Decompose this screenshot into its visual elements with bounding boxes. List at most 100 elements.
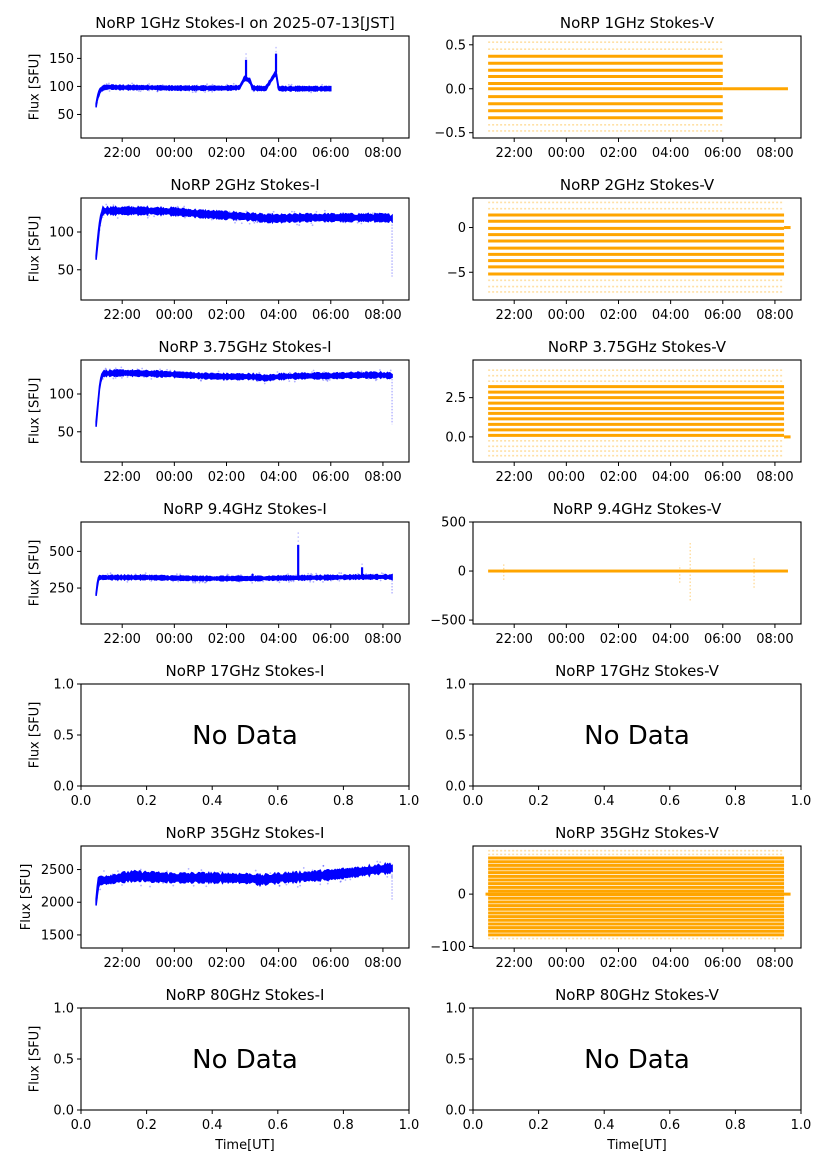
data-point [309,580,312,583]
data-point [198,86,201,88]
data-point [256,220,259,223]
data-point [141,577,143,580]
x-tick-label: 00:00 [548,632,585,647]
data-point [211,578,214,581]
data-point [258,371,261,374]
data-point [347,216,349,219]
data-point [276,219,279,221]
data-point [206,377,209,380]
data-point [379,861,382,864]
data-point [251,581,254,584]
data-point [210,218,213,221]
data-point [213,85,216,88]
x-tick-label: 00:00 [156,956,193,971]
data-point [258,84,261,87]
panel-title: NoRP 9.4GHz Stokes-I [163,500,327,518]
x-tick-label: 0.6 [267,794,288,809]
data-point [96,896,99,899]
data-point [391,875,393,878]
data-point [328,378,331,381]
data-point [143,376,145,378]
data-point [203,581,206,584]
data-point [233,213,236,216]
data-point [344,218,347,220]
data-point [105,203,108,206]
data-point [377,218,380,221]
data-point [139,868,142,871]
data-point [262,580,264,583]
data-point [311,573,314,576]
data-point [357,572,359,575]
data-point [115,85,117,88]
x-tick-label: 22:00 [495,146,532,161]
data-point [208,578,211,581]
data-point [304,578,307,581]
data-point [170,209,173,212]
panel-title: NoRP 80GHz Stokes-I [166,986,325,1004]
data-point [296,885,299,888]
panel-35ghz-i: NoRP 35GHz Stokes-I 22:00 00:00 02:00 04:00 0… [19,824,410,971]
y-axis-label: Flux [SFU] [27,378,42,445]
x-tick-label: 22:00 [495,632,532,647]
y-tick-label: −500 [430,614,466,629]
data-point [310,91,313,94]
data-point [108,82,110,85]
data-point [351,372,354,375]
x-tick-label: 0.0 [71,794,92,809]
data-point [131,82,134,85]
y-axis-label: Flux [SFU] [27,216,42,283]
data-point [189,877,192,880]
data-point [293,211,296,213]
data-point [169,370,172,373]
data-point [141,367,144,370]
no-data-label: No Data [584,1045,690,1075]
panel-title: NoRP 2GHz Stokes-I [170,176,319,194]
data-point [116,87,119,90]
panel-80ghz-i: No Data NoRP 80GHz Stokes-I 0.0 0.2 0.4 0.6 0.… [27,986,419,1153]
data-point [232,82,235,85]
x-tick-label: 00:00 [548,146,585,161]
data-point [256,380,259,382]
data-point [120,208,123,211]
x-tick-label: 0.4 [202,794,223,809]
data-point [101,216,104,219]
data-point [211,372,214,374]
y-tick-label: 0.0 [445,1104,466,1119]
data-point [200,872,202,875]
y-tick-label: −100 [430,940,466,955]
panel-title: NoRP 1GHz Stokes-V [560,14,715,32]
data-point [177,580,180,583]
data-point [113,88,116,91]
data-point [157,879,160,882]
data-point [372,871,375,874]
data-point [178,85,181,88]
data-point [339,376,342,379]
data-point [169,369,172,372]
data-point [376,864,378,867]
data-point [297,86,300,89]
data-point [192,884,195,887]
data-point [293,380,296,383]
data-point [116,579,119,582]
data-point [134,575,137,578]
data-point [278,89,281,91]
data-point [299,88,302,91]
data-point [237,574,240,577]
data-point [371,577,373,580]
data-point [253,87,256,90]
data-point [315,210,318,213]
data-point [327,880,330,883]
data-point [248,82,251,84]
data-point [352,868,355,871]
data-point [269,872,272,875]
data-point [247,79,250,81]
data-point [102,86,105,89]
data-point [253,215,256,218]
x-tick-label: 06:00 [312,470,349,485]
x-tick-label: 08:00 [364,146,401,161]
y-axis-label: Flux [SFU] [19,864,34,931]
data-point [226,83,229,86]
data-point [159,368,161,371]
data-point [162,208,165,210]
data-point [159,373,161,376]
